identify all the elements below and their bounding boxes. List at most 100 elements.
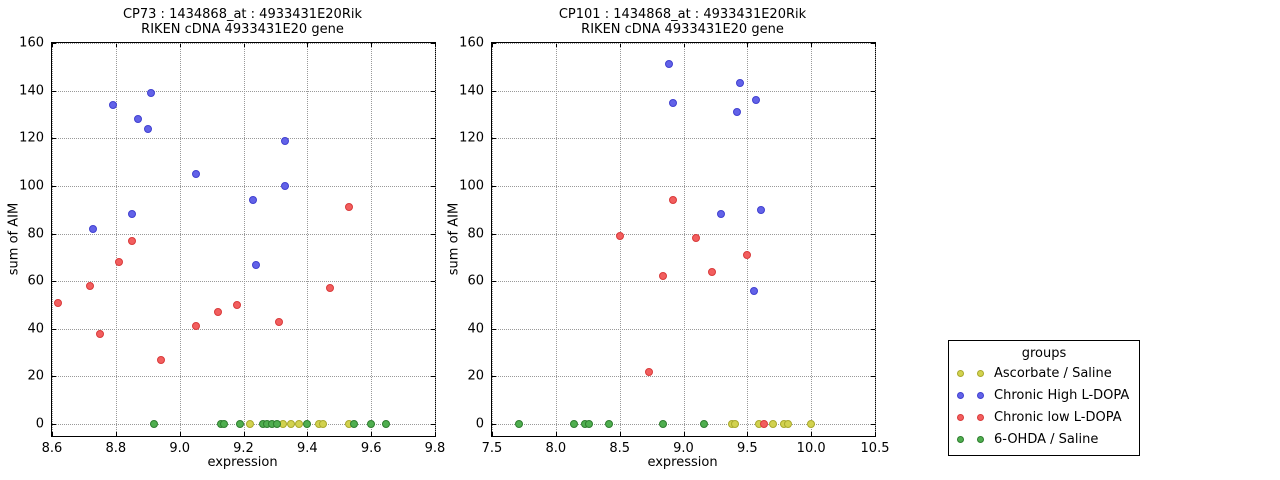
x-tick-mark [52, 43, 53, 47]
y-tick-mark [431, 376, 435, 378]
x-gridline [555, 43, 557, 436]
y-tick-mark [871, 424, 875, 426]
data-point [735, 79, 744, 88]
legend-item-label: Chronic low L-DOPA [994, 409, 1122, 425]
x-axis-label: expression [647, 455, 718, 470]
data-point [367, 420, 376, 429]
x-tick-label: 9.2 [233, 441, 254, 456]
x-tick-label: 8.0 [545, 441, 567, 456]
data-point [699, 420, 708, 429]
legend-marker-dot-icon [957, 391, 964, 399]
data-point [692, 234, 701, 243]
y-tick-mark [431, 233, 435, 235]
x-tick-mark [747, 43, 749, 47]
panel-title-line1: CP101 : 1434868_at : 4933431E20Rik [558, 7, 807, 22]
legend-item-chronic-high-ldopa: Chronic High L-DOPA [949, 384, 1139, 406]
data-point [295, 420, 304, 429]
legend-marker-dot-icon [957, 435, 964, 443]
x-tick-mark [492, 43, 493, 47]
x-gridline [875, 43, 876, 436]
data-point [665, 60, 674, 69]
x-gridline [243, 43, 245, 436]
data-point [716, 210, 725, 219]
y-gridline [492, 233, 875, 235]
panel-title-line2: RIKEN cDNA 4933431E20 gene [141, 22, 344, 37]
x-tick-mark [179, 432, 181, 436]
legend-item-6ohda-saline: 6-OHDA / Saline [949, 428, 1139, 450]
data-point [730, 420, 739, 429]
x-tick-label: 8.5 [609, 441, 630, 456]
x-tick-mark [435, 43, 436, 47]
y-tick-label: 140 [19, 83, 44, 99]
legend-marker-dot-icon [977, 369, 984, 377]
data-point [514, 420, 523, 429]
data-point [605, 420, 614, 429]
x-tick-label: 8.8 [105, 441, 127, 456]
y-tick-label: 120 [459, 130, 484, 146]
y-tick-label: 40 [27, 321, 44, 337]
data-point [274, 317, 283, 326]
data-point [659, 420, 668, 429]
data-point [585, 420, 594, 429]
y-tick-label: 40 [467, 321, 484, 337]
data-point [213, 308, 222, 317]
legend-item-label: Chronic High L-DOPA [994, 387, 1130, 403]
data-point [150, 420, 159, 429]
y-tick-label: 60 [27, 273, 44, 289]
y-tick-mark [871, 138, 875, 140]
data-point [344, 203, 353, 212]
data-point [381, 420, 390, 429]
data-point [280, 136, 289, 145]
x-gridline [683, 43, 685, 436]
data-point [759, 420, 768, 429]
x-tick-mark [619, 43, 621, 47]
legend-marker-dot-icon [977, 391, 984, 399]
data-point [156, 355, 165, 364]
legend: groups Ascorbate / Saline Chronic High L… [948, 340, 1140, 456]
y-gridline [52, 328, 435, 330]
y-tick-mark [871, 90, 875, 92]
y-gridline [52, 90, 435, 92]
y-axis-label: sum of AIM [446, 202, 462, 275]
y-gridline [52, 281, 435, 283]
y-tick-label: 60 [467, 273, 484, 289]
x-tick-mark [492, 432, 493, 436]
y-tick-mark [871, 281, 875, 283]
x-gridline [492, 43, 493, 436]
y-tick-mark [431, 185, 435, 187]
data-point [236, 420, 245, 429]
data-point [220, 420, 229, 429]
y-gridline [492, 376, 875, 378]
data-point [287, 420, 296, 429]
y-tick-mark [431, 328, 435, 330]
x-tick-mark [115, 432, 117, 436]
data-point [249, 196, 258, 205]
data-point [749, 286, 758, 295]
data-point [146, 89, 155, 98]
panel-title: CP101 : 1434868_at : 4933431E20Rik RIKEN… [491, 7, 874, 37]
y-tick-mark [52, 43, 56, 44]
x-tick-label: 10.0 [796, 441, 826, 456]
y-tick-mark [52, 376, 56, 378]
data-point [659, 272, 668, 281]
legend-marker-dot-icon [977, 413, 984, 421]
y-gridline [492, 281, 875, 283]
data-point [143, 124, 152, 133]
legend-item-label: Ascorbate / Saline [994, 365, 1112, 381]
y-tick-label: 20 [467, 368, 484, 384]
legend-item-chronic-low-ldopa: Chronic low L-DOPA [949, 406, 1139, 428]
data-point [757, 205, 766, 214]
y-tick-mark [52, 424, 56, 426]
data-point [569, 420, 578, 429]
y-tick-mark [431, 90, 435, 92]
y-tick-mark [492, 281, 496, 283]
data-point [807, 420, 816, 429]
x-tick-label: 9.8 [424, 441, 446, 456]
legend-item-ascorbate-saline: Ascorbate / Saline [949, 362, 1139, 384]
scatter-panel-cp73: CP73 : 1434868_at : 4933431E20Rik RIKEN … [7, 7, 446, 470]
y-tick-mark [52, 90, 56, 92]
y-tick-mark [52, 185, 56, 187]
y-tick-label: 80 [467, 226, 484, 242]
y-tick-mark [871, 328, 875, 330]
